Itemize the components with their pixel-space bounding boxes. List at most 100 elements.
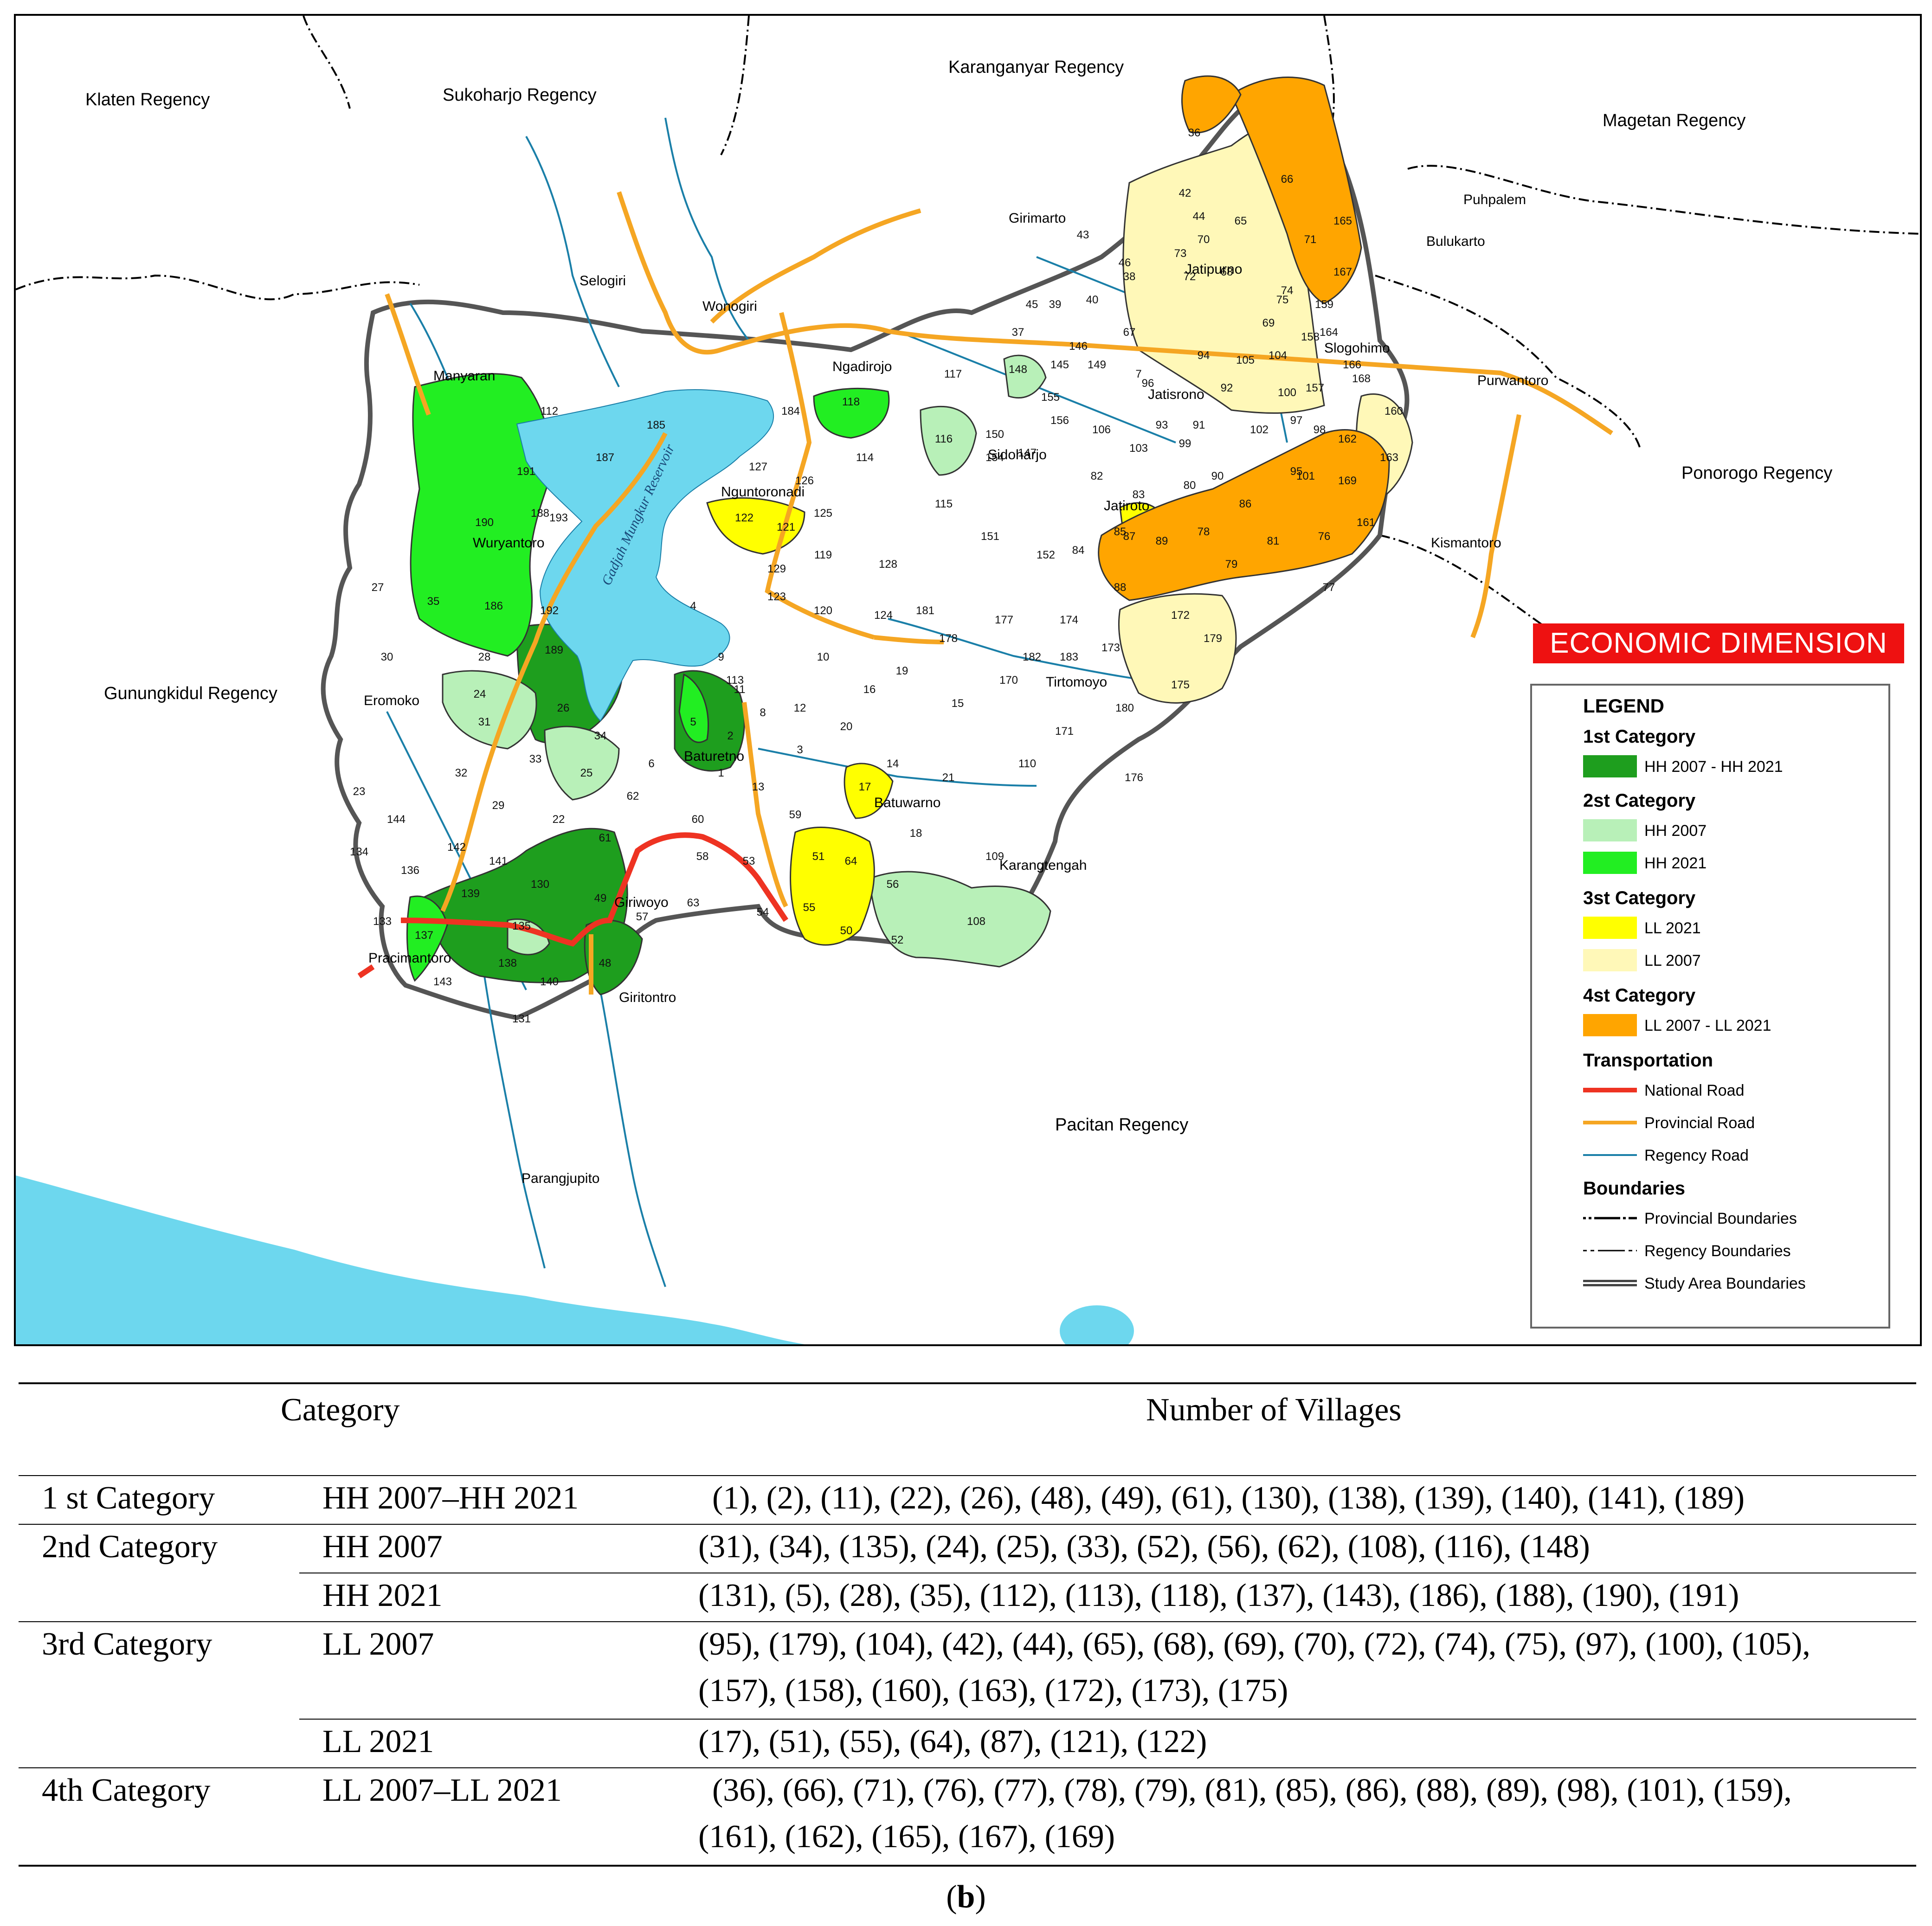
district-label-jatisrono: Jatisrono: [1148, 387, 1204, 402]
legend-swatch: [1583, 819, 1637, 841]
village-number-label: 149: [1088, 359, 1106, 371]
district-label-tirtomoyo: Tirtomoyo: [1046, 674, 1108, 690]
village-number-label: 94: [1198, 349, 1210, 362]
regency-label-pacitan: Pacitan Regency: [1055, 1115, 1189, 1135]
legend-label: Provincial Boundaries: [1644, 1210, 1797, 1227]
village-number-label: 89: [1156, 535, 1168, 547]
village-number-label: 87: [1123, 530, 1136, 543]
village-number-label: 166: [1343, 359, 1361, 371]
village-number-label: 184: [781, 405, 800, 417]
village-number-label: 99: [1179, 437, 1191, 450]
legend-swatch: [1583, 852, 1637, 874]
district-label-jatipurno: Jatipurno: [1185, 262, 1243, 277]
economic-dimension-badge: ECONOMIC DIMENSION: [1533, 623, 1904, 663]
legend-swatch: [1583, 917, 1637, 939]
village-number-label: 105: [1236, 354, 1255, 366]
village-number-label: 7: [1135, 368, 1141, 380]
village-number-label: 14: [887, 758, 899, 770]
reservoir: [516, 389, 774, 722]
cat4-north: [1230, 77, 1362, 304]
district-label-slogohimo: Slogohimo: [1324, 340, 1390, 356]
legend-label: LL 2007 - LL 2021: [1644, 1017, 1771, 1034]
village-number-label: 38: [1123, 270, 1136, 283]
cat2-2007-eromoko: [442, 670, 537, 750]
village-number-label: 74: [1281, 284, 1294, 297]
village-number-label: 53: [743, 855, 755, 867]
village-number-label: 63: [687, 897, 700, 909]
village-number-label: 91: [1193, 419, 1205, 431]
village-number-label: 34: [594, 730, 607, 742]
village-number-label: 5: [690, 716, 696, 728]
provincial-road-line-icon: [1583, 1121, 1637, 1124]
village-number-label: 135: [512, 920, 531, 932]
village-number-label: 173: [1101, 642, 1120, 654]
village-number-label: 93: [1156, 419, 1168, 431]
cat1-south: [584, 919, 643, 995]
legend-cat2-heading: 2st Category: [1583, 790, 1696, 811]
village-number-label: 104: [1269, 349, 1287, 362]
village-number-label: 100: [1278, 386, 1296, 399]
village-number-label: 106: [1092, 424, 1111, 436]
district-label-purwantoro: Purwantoro: [1477, 373, 1549, 388]
district-label-pracimantoro: Pracimantoro: [368, 950, 451, 966]
village-number-label: 28: [478, 651, 491, 663]
village-number-label: 62: [627, 790, 639, 802]
map-legend: LEGEND 1st Category HH 2007 - HH 2021 2s…: [1530, 684, 1890, 1329]
village-number-label: 130: [531, 878, 549, 891]
village-number-label: 167: [1333, 266, 1352, 278]
village-number-label: 45: [1026, 298, 1038, 311]
village-number-label: 165: [1333, 215, 1352, 227]
village-number-label: 152: [1037, 549, 1055, 561]
cat4-36: [1181, 75, 1242, 134]
village-number-label: 113: [726, 674, 744, 687]
indian-ocean: [16, 1175, 805, 1344]
village-number-label: 112: [541, 405, 558, 417]
legend-swatch: [1583, 755, 1637, 777]
provincial-boundary-line-icon: [1583, 1217, 1637, 1220]
village-number-label: 175: [1171, 679, 1190, 691]
national-road-line-icon: [1583, 1088, 1637, 1092]
caption-open: (: [946, 1879, 957, 1915]
village-number-label: 1: [718, 767, 724, 779]
village-number-label: 69: [1262, 317, 1275, 329]
village-number-label: 116: [935, 433, 953, 445]
village-number-label: 128: [879, 558, 897, 571]
village-number-label: 156: [1050, 414, 1069, 427]
village-number-label: 57: [636, 911, 649, 923]
village-number-label: 13: [752, 781, 765, 793]
table-row-category: 4th Category: [42, 1772, 211, 1808]
village-number-label: 18: [910, 827, 922, 840]
village-number-label: 134: [350, 846, 368, 858]
cat3-2007-tirtomoyo: [1118, 593, 1237, 704]
village-number-label: 61: [599, 832, 612, 844]
village-number-label: 182: [1023, 651, 1041, 663]
table-subrow-rule: [299, 1719, 1916, 1720]
table-row-subcategory: LL 2007–LL 2021: [322, 1772, 562, 1808]
village-number-label: 158: [1301, 331, 1320, 343]
village-number-label: 51: [812, 850, 825, 863]
village-number-label: 122: [735, 512, 753, 524]
legend-cat3-heading: 3st Category: [1583, 888, 1696, 908]
table-row-villages: (1), (2), (11), (22), (26), (48), (49), …: [712, 1480, 1745, 1516]
district-label-wuryantoro: Wuryantoro: [473, 535, 545, 551]
village-number-label: 67: [1123, 326, 1136, 339]
regency-label-magetan: Magetan Regency: [1603, 111, 1746, 130]
village-number-label: 36: [1188, 127, 1201, 139]
village-number-label: 15: [952, 697, 964, 710]
table-row-category: 2nd Category: [42, 1529, 218, 1565]
village-number-label: 44: [1193, 210, 1205, 223]
legend-transport-heading: Transportation: [1583, 1050, 1713, 1071]
table-row-rule: [19, 1524, 1916, 1525]
district-label-nguntoronadi: Nguntoronadi: [721, 484, 805, 500]
national-road-stub: [357, 964, 375, 978]
village-number-label: 85: [1114, 526, 1127, 538]
village-number-label: 66: [1281, 173, 1294, 186]
village-number-label: 160: [1385, 405, 1403, 417]
village-number-label: 180: [1115, 702, 1134, 714]
village-number-label: 144: [387, 813, 406, 826]
table-row-subcategory: HH 2021: [322, 1578, 443, 1613]
village-number-label: 189: [545, 644, 563, 656]
study-area-boundary-line-icon: [1583, 1280, 1637, 1286]
village-number-label: 181: [916, 604, 934, 617]
village-number-label: 142: [447, 841, 466, 854]
